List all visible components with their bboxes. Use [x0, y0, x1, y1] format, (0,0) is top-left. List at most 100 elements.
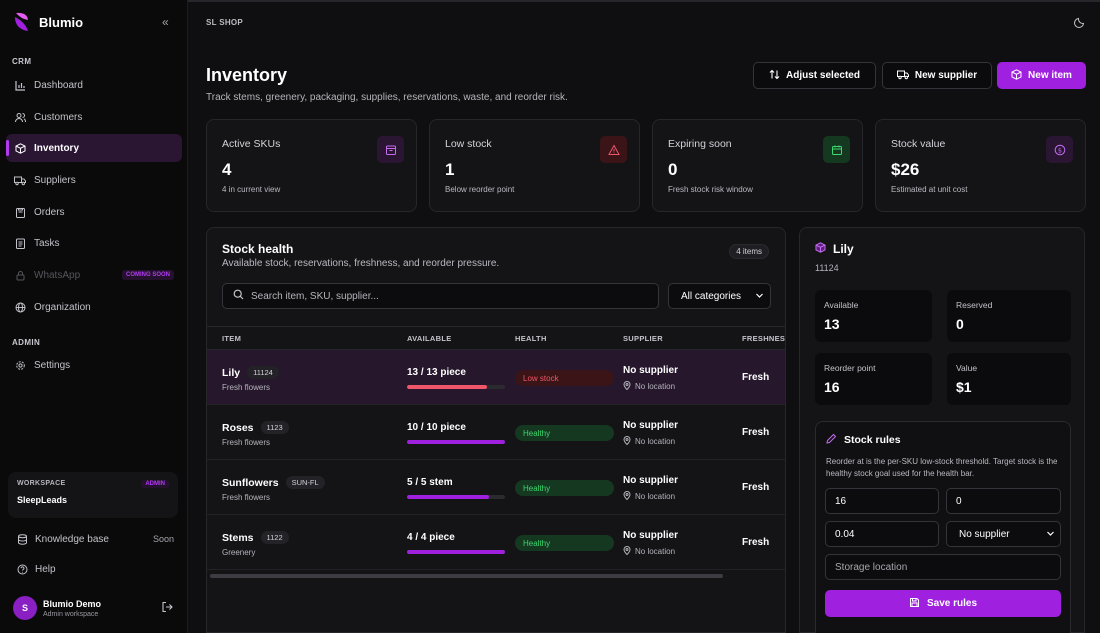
sku-badge: 11124 — [247, 366, 279, 379]
chart-icon — [14, 79, 26, 91]
sidebar-item-customers[interactable]: Customers — [6, 103, 182, 131]
sidebar-item-dashboard[interactable]: Dashboard — [6, 71, 182, 99]
panel-subtitle: Available stock, reservations, freshness… — [222, 258, 500, 269]
user-menu[interactable]: S Blumio Demo Admin workspace — [13, 595, 173, 621]
item-location-text: No location — [635, 547, 676, 556]
item-available: 4 / 4 piece — [407, 532, 455, 543]
sku-badge: 1123 — [260, 421, 289, 434]
collapse-sidebar-icon[interactable]: « — [162, 15, 169, 29]
stat-title: Active SKUs — [222, 138, 281, 150]
health-badge: Healthy — [515, 425, 614, 441]
supplier-select-value: No supplier — [959, 528, 1010, 540]
logout-icon[interactable] — [161, 601, 173, 616]
health-badge: Healthy — [515, 535, 614, 551]
item-location: No location — [623, 546, 675, 557]
stat-title: Low stock — [445, 138, 492, 150]
stock-bar-fill — [407, 550, 505, 554]
table-row[interactable]: Lily 11124 Fresh flowers 13 / 13 piece Low s… — [207, 350, 785, 405]
sidebar-item-label: WhatsApp — [34, 269, 81, 281]
pin-icon — [623, 546, 631, 557]
stat-value: 4 — [222, 160, 232, 179]
health-badge: Low stock — [515, 370, 614, 386]
sidebar: Blumio « CRM Dashboard Customers Invento… — [0, 0, 188, 633]
col-item[interactable]: ITEM — [222, 334, 242, 343]
avatar: S — [13, 596, 37, 620]
table-row[interactable]: Stems 1122 Greenery 4 / 4 piece Healthy No su… — [207, 515, 785, 570]
detail-sku: 11124 — [815, 263, 839, 273]
sku-badge: SUN-FL — [285, 476, 325, 489]
adjust-selected-button[interactable]: Adjust selected — [753, 62, 876, 89]
sidebar-item-settings[interactable]: Settings — [6, 351, 182, 379]
kpi-label: Reserved — [956, 300, 993, 310]
item-freshness: Fresh — [742, 537, 770, 548]
item-detail-panel: Lily 11124 Available 13 Reserved 0 Reord… — [799, 227, 1085, 633]
item-available: 5 / 5 stem — [407, 477, 453, 488]
stat-card-stock-value: Stock value $26 Estimated at unit cost $ — [875, 119, 1086, 212]
kpi-available: Available 13 — [815, 290, 932, 342]
table-row[interactable]: Sunflowers SUN-FL Fresh flowers 5 / 5 stem H… — [207, 460, 785, 515]
sidebar-item-orders[interactable]: Orders — [6, 198, 182, 226]
search-icon — [233, 287, 244, 305]
admin-badge: ADMIN — [141, 480, 169, 488]
adjust-selected-label: Adjust selected — [786, 70, 860, 81]
col-freshness[interactable]: FRESHNES — [742, 334, 786, 343]
pencil-icon — [826, 433, 837, 447]
col-available[interactable]: AVAILABLE — [407, 334, 452, 343]
item-location-text: No location — [635, 437, 676, 446]
col-health[interactable]: HEALTH — [515, 334, 547, 343]
section-admin: ADMIN — [12, 338, 41, 347]
table-header: ITEM AVAILABLE HEALTH SUPPLIER FRESHNES — [207, 326, 786, 350]
item-freshness: Fresh — [742, 372, 770, 383]
sidebar-item-suppliers[interactable]: Suppliers — [6, 166, 182, 194]
horizontal-scrollbar[interactable] — [210, 574, 723, 578]
table-row[interactable]: Roses 1123 Fresh flowers 10 / 10 piece Healt… — [207, 405, 785, 460]
knowledge-base-link[interactable]: Knowledge base Soon — [16, 533, 174, 545]
item-category: Greenery — [222, 548, 256, 557]
item-name: Stems 1122 — [222, 531, 289, 544]
item-name-text: Roses — [222, 421, 254, 434]
archive-icon — [377, 136, 404, 163]
stock-bar-fill — [407, 385, 488, 389]
reorder-at-input[interactable]: 16 — [825, 488, 939, 514]
supplier-select[interactable]: No supplier — [946, 521, 1061, 547]
sku-badge: 1122 — [260, 531, 289, 544]
sidebar-item-tasks[interactable]: Tasks — [6, 229, 182, 257]
stat-card-expiring-soon: Expiring soon 0 Fresh stock risk window — [652, 119, 863, 212]
stat-value: 0 — [668, 160, 678, 179]
stat-sub: Estimated at unit cost — [891, 185, 968, 194]
new-item-button[interactable]: New item — [997, 62, 1086, 89]
save-rules-label: Save rules — [926, 598, 978, 609]
search-input[interactable] — [251, 290, 658, 302]
kpi-reorder-point: Reorder point 16 — [815, 353, 932, 405]
stat-value: $26 — [891, 160, 920, 179]
col-supplier[interactable]: SUPPLIER — [623, 334, 663, 343]
clipboard-icon — [14, 206, 26, 218]
user-role: Admin workspace — [43, 610, 99, 618]
kpi-value: $1 — [956, 379, 972, 395]
item-name-text: Lily — [222, 366, 241, 379]
truck-icon — [14, 174, 26, 186]
svg-text:$: $ — [1057, 146, 1061, 154]
item-count-badge: 4 items — [729, 244, 769, 259]
workspace-switcher[interactable]: WORKSPACE ADMIN SleepLeads — [8, 472, 178, 518]
item-category: Fresh flowers — [222, 438, 271, 447]
help-link[interactable]: Help — [16, 563, 174, 575]
item-available: 10 / 10 piece — [407, 422, 466, 433]
rules-description: Reorder at is the per-SKU low-stock thre… — [826, 457, 1058, 478]
sidebar-item-organization[interactable]: Organization — [6, 293, 182, 321]
new-supplier-button[interactable]: New supplier — [882, 62, 992, 89]
kpi-value: 16 — [824, 379, 840, 395]
item-location: No location — [623, 436, 675, 447]
logo[interactable]: Blumio — [13, 11, 83, 33]
blumio-logo-icon — [15, 12, 28, 31]
sidebar-item-inventory[interactable]: Inventory — [6, 134, 182, 162]
help-label: Help — [35, 563, 56, 575]
category-select[interactable]: All categories — [668, 283, 771, 309]
moon-icon[interactable] — [1074, 16, 1086, 31]
new-supplier-label: New supplier — [914, 70, 978, 81]
save-rules-button[interactable]: Save rules — [825, 590, 1061, 617]
storage-location-input[interactable]: Storage location — [825, 554, 1061, 580]
database-icon — [16, 533, 28, 545]
unit-cost-input[interactable]: 0.04 — [825, 521, 939, 547]
target-stock-input[interactable]: 0 — [946, 488, 1061, 514]
